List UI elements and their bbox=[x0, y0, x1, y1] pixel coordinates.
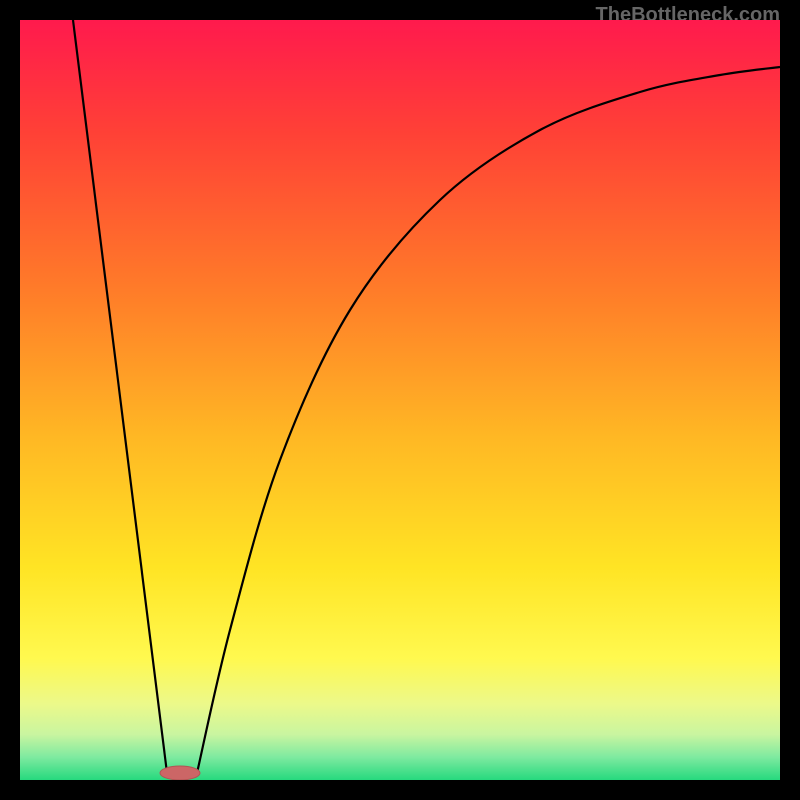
plot-area bbox=[20, 20, 780, 780]
gradient-background bbox=[20, 20, 780, 780]
minimum-marker bbox=[160, 766, 200, 780]
chart-container: TheBottleneck.com bbox=[0, 0, 800, 800]
